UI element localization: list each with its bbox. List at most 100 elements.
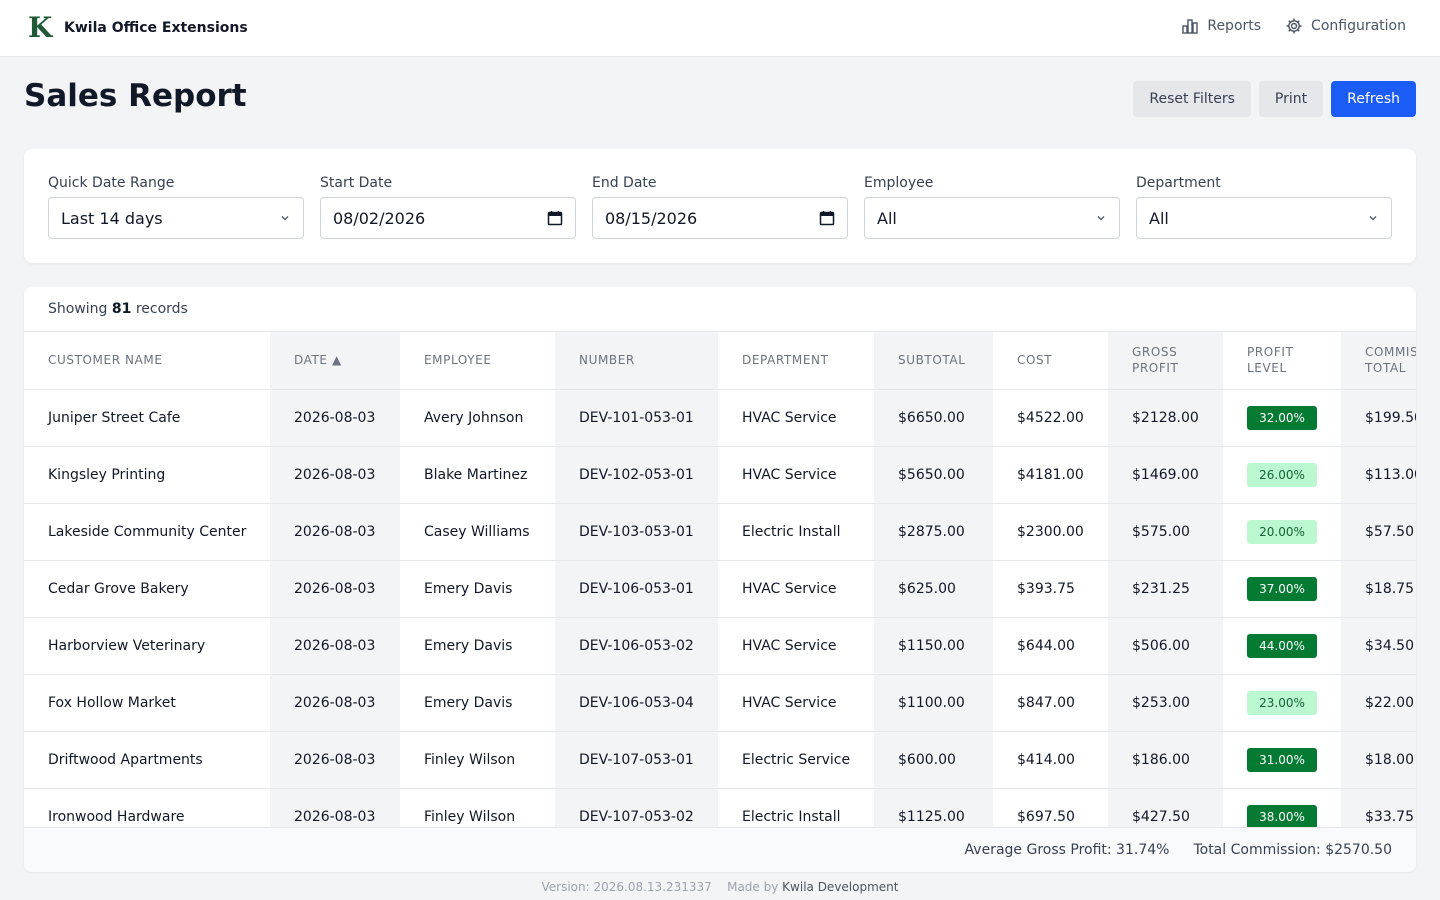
- cell-date: 2026-08-03: [270, 617, 400, 675]
- table-row[interactable]: Lakeside Community Center 2026-08-03 Casey…: [24, 503, 1416, 561]
- developer-link[interactable]: Kwila Development: [782, 880, 899, 894]
- cell-commission: $22.00: [1341, 674, 1416, 732]
- table-body: Juniper Street Cafe 2026-08-03 Avery Johns…: [24, 389, 1416, 827]
- cell-date: 2026-08-03: [270, 503, 400, 561]
- cell-date: 2026-08-03: [270, 731, 400, 789]
- reset-filters-button[interactable]: Reset Filters: [1133, 81, 1251, 117]
- col-header-profit-level[interactable]: PROFIT LEVEL: [1223, 332, 1341, 390]
- col-header-commission-total[interactable]: COMMISSION TOTAL: [1341, 332, 1416, 390]
- table-row[interactable]: Driftwood Apartments 2026-08-03 Finley Wil…: [24, 731, 1416, 789]
- cell-department: Electric Service: [718, 731, 874, 789]
- employee-label: Employee: [864, 175, 934, 191]
- quick-date-range-label: Quick Date Range: [48, 175, 175, 191]
- department-filter: Department All: [1136, 175, 1392, 239]
- print-button[interactable]: Print: [1258, 81, 1324, 117]
- table-scroll-area[interactable]: CUSTOMER NAME DATE ▲ EMPLOYEE NUMBER DEP…: [24, 331, 1416, 827]
- cell-employee: Emery Davis: [400, 674, 555, 732]
- cell-profit-level: 32.00%: [1223, 389, 1341, 447]
- page-title: Sales Report: [24, 78, 247, 114]
- cell-department: HVAC Service: [718, 560, 874, 618]
- table-summary: Average Gross Profit: 31.74% Total Commi…: [24, 827, 1416, 872]
- end-date-filter: End Date 08/15/2026: [592, 175, 848, 239]
- cell-gross-profit: $253.00: [1108, 674, 1223, 732]
- cell-subtotal: $5650.00: [874, 446, 993, 504]
- cell-number: DEV-107-053-02: [555, 788, 718, 827]
- table-row[interactable]: Cedar Grove Bakery 2026-08-03 Emery Davis D…: [24, 560, 1416, 618]
- made-by-text: Made by: [727, 880, 779, 894]
- cell-profit-level: 37.00%: [1223, 560, 1341, 618]
- cell-number: DEV-106-053-04: [555, 674, 718, 732]
- quick-date-range-select[interactable]: Last 14 days: [48, 197, 304, 239]
- profit-level-badge: 38.00%: [1247, 804, 1317, 827]
- employee-select[interactable]: All: [864, 197, 1120, 239]
- col-header-date[interactable]: DATE ▲: [270, 332, 400, 390]
- start-date-input[interactable]: 08/02/2026: [320, 197, 576, 239]
- table-row[interactable]: Harborview Veterinary 2026-08-03 Emery Dav…: [24, 617, 1416, 675]
- profit-level-badge: 31.00%: [1247, 747, 1317, 772]
- quick-date-range-value: Last 14 days: [61, 208, 163, 228]
- total-commission: Total Commission: $2570.50: [1193, 842, 1392, 858]
- cell-employee: Casey Williams: [400, 503, 555, 561]
- cell-customer: Kingsley Printing: [24, 446, 270, 504]
- end-date-label: End Date: [592, 175, 657, 191]
- refresh-button[interactable]: Refresh: [1331, 81, 1416, 117]
- cell-commission: $18.00: [1341, 731, 1416, 789]
- cell-date: 2026-08-03: [270, 788, 400, 827]
- cell-employee: Finley Wilson: [400, 788, 555, 827]
- cell-gross-profit: $1469.00: [1108, 446, 1223, 504]
- table-row[interactable]: Ironwood Hardware 2026-08-03 Finley Wilson…: [24, 788, 1416, 827]
- cell-profit-level: 44.00%: [1223, 617, 1341, 675]
- cell-department: HVAC Service: [718, 389, 874, 447]
- cell-customer: Lakeside Community Center: [24, 503, 270, 561]
- cell-employee: Finley Wilson: [400, 731, 555, 789]
- table-row[interactable]: Kingsley Printing 2026-08-03 Blake Martine…: [24, 446, 1416, 504]
- profit-level-badge: 32.00%: [1247, 405, 1317, 430]
- col-header-department[interactable]: DEPARTMENT: [718, 332, 874, 390]
- profit-level-badge: 37.00%: [1247, 576, 1317, 601]
- cell-number: DEV-103-053-01: [555, 503, 718, 561]
- cell-subtotal: $600.00: [874, 731, 993, 789]
- cell-customer: Harborview Veterinary: [24, 617, 270, 675]
- cell-cost: $393.75: [993, 560, 1108, 618]
- calendar-icon[interactable]: [547, 210, 563, 226]
- nav-configuration-label: Configuration: [1311, 18, 1406, 34]
- cell-customer: Driftwood Apartments: [24, 731, 270, 789]
- col-header-number[interactable]: NUMBER: [555, 332, 718, 390]
- col-header-cost[interactable]: COST: [993, 332, 1108, 390]
- end-date-input[interactable]: 08/15/2026: [592, 197, 848, 239]
- cell-department: HVAC Service: [718, 617, 874, 675]
- table-row[interactable]: Juniper Street Cafe 2026-08-03 Avery Johns…: [24, 389, 1416, 447]
- cell-employee: Blake Martinez: [400, 446, 555, 504]
- col-header-employee[interactable]: EMPLOYEE: [400, 332, 555, 390]
- cell-profit-level: 31.00%: [1223, 731, 1341, 789]
- gear-icon: [1286, 18, 1302, 34]
- table-row[interactable]: Fox Hollow Market 2026-08-03 Emery Davis DE…: [24, 674, 1416, 732]
- profit-level-badge: 20.00%: [1247, 519, 1317, 544]
- department-select[interactable]: All: [1136, 197, 1392, 239]
- cell-number: DEV-107-053-01: [555, 731, 718, 789]
- cell-gross-profit: $186.00: [1108, 731, 1223, 789]
- profit-level-badge: 26.00%: [1247, 462, 1317, 487]
- cell-date: 2026-08-03: [270, 560, 400, 618]
- chevron-down-icon: [1369, 216, 1377, 221]
- col-header-subtotal[interactable]: SUBTOTAL: [874, 332, 993, 390]
- cell-gross-profit: $2128.00: [1108, 389, 1223, 447]
- cell-department: HVAC Service: [718, 446, 874, 504]
- cell-gross-profit: $231.25: [1108, 560, 1223, 618]
- nav-reports[interactable]: Reports: [1181, 17, 1261, 35]
- version-text: Version: 2026.08.13.231337: [541, 880, 712, 894]
- col-header-customer[interactable]: CUSTOMER NAME: [24, 332, 270, 390]
- nav-configuration[interactable]: Configuration: [1285, 17, 1406, 35]
- cell-customer: Cedar Grove Bakery: [24, 560, 270, 618]
- cell-number: DEV-101-053-01: [555, 389, 718, 447]
- cell-customer: Juniper Street Cafe: [24, 389, 270, 447]
- bar-chart-icon: [1182, 19, 1199, 34]
- col-header-gross-profit[interactable]: GROSS PROFIT: [1108, 332, 1223, 390]
- records-prefix: Showing: [48, 301, 108, 317]
- chevron-down-icon: [1097, 216, 1105, 221]
- cell-subtotal: $6650.00: [874, 389, 993, 447]
- calendar-icon[interactable]: [819, 210, 835, 226]
- top-navbar: K Kwila Office Extensions Reports Config…: [0, 0, 1440, 57]
- cell-number: DEV-106-053-02: [555, 617, 718, 675]
- brand[interactable]: K Kwila Office Extensions: [28, 14, 248, 42]
